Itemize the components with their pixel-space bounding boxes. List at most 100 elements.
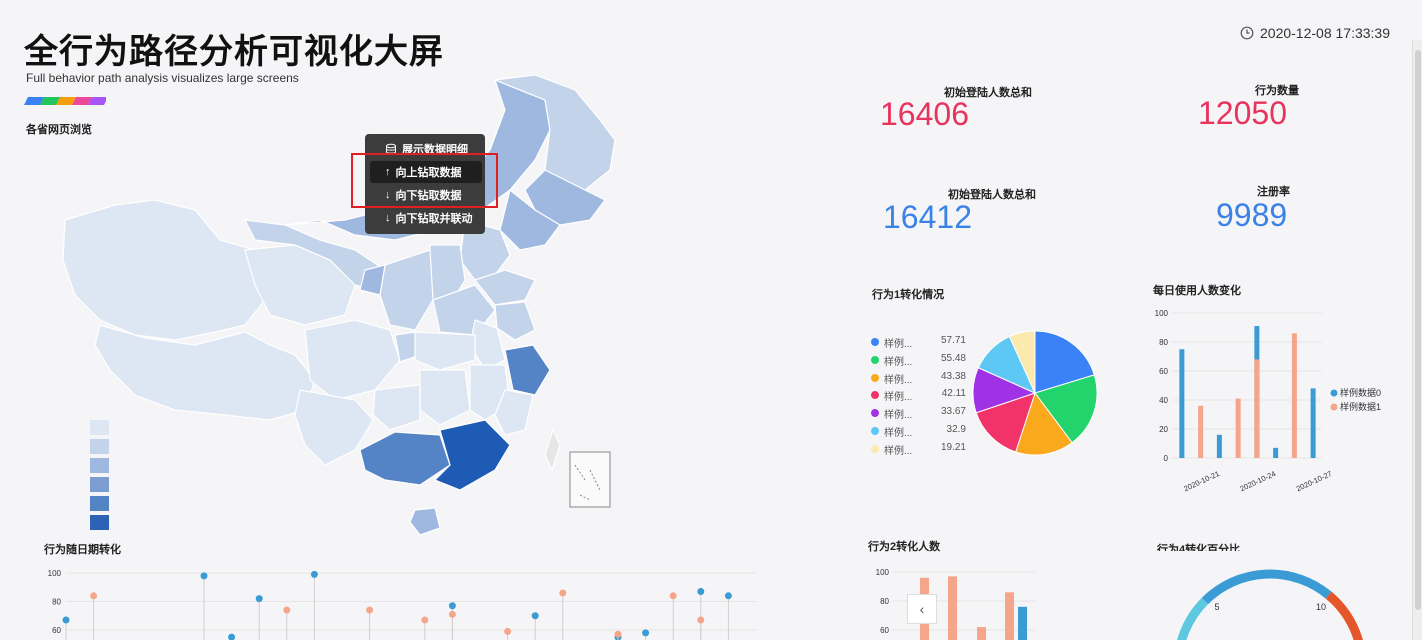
bar[interactable] — [1291, 333, 1297, 458]
kpi-label: 注册率 — [1257, 186, 1290, 198]
lollipop-chart[interactable]: 60 80 100 — [30, 560, 760, 640]
legend-value: 57.71 — [940, 335, 966, 346]
kpi-label: 行为数量 — [1255, 85, 1299, 97]
bar2-chart[interactable]: 60 80 100 — [860, 560, 1040, 640]
bar[interactable] — [1018, 606, 1027, 640]
highlight-box — [351, 153, 498, 208]
map-legend-swatch[interactable] — [90, 439, 109, 454]
lollipop-point[interactable] — [62, 616, 70, 624]
legend-label[interactable]: 样例数据0 — [1340, 387, 1381, 398]
pie-legend: 样例... 57.71 样例... 55.48 样例... 43.38 样例... 42.11… — [871, 335, 966, 460]
legend-dot — [871, 338, 879, 346]
gauge-arc-segment — [1177, 597, 1209, 640]
lollipop-point[interactable] — [255, 595, 263, 603]
menu-item-drill-up[interactable]: ↑ 向上钻取数据 — [370, 161, 482, 183]
chevron-left-icon: ‹ — [919, 601, 925, 617]
map-region-heilongjiang — [494, 74, 616, 196]
pie-chart[interactable] — [968, 326, 1102, 460]
lollipop-point[interactable] — [614, 630, 622, 638]
lollipop-point[interactable] — [697, 588, 705, 596]
china-map[interactable] — [55, 70, 630, 545]
map-region-sichuan — [304, 319, 401, 401]
stripe-segment — [56, 97, 76, 105]
legend-dot[interactable] — [1330, 403, 1338, 411]
lollipop-point[interactable] — [724, 592, 732, 600]
map-region-guizhou — [372, 384, 421, 431]
bar[interactable] — [948, 576, 957, 640]
lollipop-point[interactable] — [283, 606, 291, 614]
menu-item-drill-down[interactable]: ↓ 向下钻取数据 — [365, 184, 485, 206]
map-legend-swatch[interactable] — [90, 420, 109, 435]
bar[interactable] — [977, 627, 986, 640]
menu-item-drill-down-linked[interactable]: ↓ 向下钻取并联动 — [365, 207, 485, 229]
pie-chart-title: 行为1转化情况 — [872, 289, 945, 301]
bar[interactable] — [1310, 388, 1316, 458]
pie-slice[interactable] — [1034, 374, 1098, 444]
y-tick-label: 60 — [880, 626, 889, 635]
scrollbar-thumb[interactable] — [1415, 50, 1421, 610]
bar[interactable] — [1005, 592, 1014, 640]
lollipop-point[interactable] — [310, 570, 318, 578]
map-legend-swatch[interactable] — [90, 515, 109, 530]
lollipop-point[interactable] — [228, 633, 236, 640]
map-legend-swatch[interactable] — [90, 458, 109, 473]
bar2-chart-title: 行为2转化人数 — [868, 541, 941, 553]
lollipop-point[interactable] — [504, 627, 512, 635]
scrollbar[interactable] — [1412, 40, 1422, 640]
pie-slice[interactable] — [1015, 391, 1073, 456]
pie-legend-item[interactable]: 样例... 57.71 — [871, 335, 966, 350]
lollipop-point[interactable] — [90, 592, 98, 600]
y-tick-label: 60 — [52, 626, 61, 635]
legend-dot[interactable] — [1330, 389, 1338, 397]
x-tick-label: 2020-10-21 — [1182, 469, 1221, 493]
pie-slice[interactable] — [975, 392, 1036, 453]
menu-item-label: 向上钻取数据 — [395, 167, 462, 179]
map-region-shandong — [473, 269, 536, 306]
stripe-segment — [88, 97, 106, 105]
lollipop-point[interactable] — [366, 606, 374, 614]
kpi-value: 16412 — [883, 199, 972, 235]
datetime-text: 2020-12-08 17:33:39 — [1260, 25, 1390, 41]
legend-label[interactable]: 样例数据1 — [1340, 401, 1381, 412]
map-legend-swatch[interactable] — [90, 477, 109, 492]
map-region-yunnan — [294, 389, 374, 466]
bar[interactable] — [1179, 349, 1185, 458]
stripe-segment — [24, 97, 44, 105]
bar[interactable] — [1235, 398, 1241, 458]
bar[interactable] — [1273, 447, 1279, 458]
lollipop-point[interactable] — [669, 592, 677, 600]
pie-slice[interactable] — [1008, 330, 1036, 394]
lollipop-point[interactable] — [200, 572, 208, 580]
legend-value: 32.9 — [946, 424, 966, 435]
pie-legend-item[interactable]: 样例... 19.21 — [871, 442, 966, 457]
bar[interactable] — [1216, 434, 1222, 458]
legend-name: 样例... — [884, 374, 913, 386]
lollipop-point[interactable] — [421, 616, 429, 624]
pie-legend-item[interactable]: 样例... 32.9 — [871, 424, 966, 439]
bar[interactable] — [1198, 405, 1204, 458]
gauge-chart[interactable]: 5 10 — [1170, 568, 1370, 640]
bar-chart[interactable]: 0 20 40 60 80 100 2020-10-21 2020-10-24 2020-10-… — [1150, 300, 1400, 500]
lollipop-point[interactable] — [559, 589, 567, 597]
pie-legend-item[interactable]: 样例... 43.38 — [871, 371, 966, 386]
lollipop-point[interactable] — [531, 612, 539, 620]
arrow-up-icon: ↑ — [385, 166, 391, 178]
pie-legend-item[interactable]: 样例... 55.48 — [871, 352, 966, 368]
map-region-xinjiang — [62, 199, 276, 341]
lollipop-point[interactable] — [697, 616, 705, 624]
legend-dot — [871, 355, 879, 364]
lollipop-point[interactable] — [448, 602, 456, 610]
chevron-left-button[interactable]: ‹ — [907, 594, 937, 624]
pie-legend-item[interactable]: 样例... 33.67 — [871, 406, 966, 421]
map-region-fujian — [494, 389, 534, 436]
legend-value: 55.48 — [940, 352, 966, 364]
lollipop-point[interactable] — [448, 610, 456, 618]
bar[interactable] — [1254, 359, 1260, 458]
pie-legend-item[interactable]: 样例... 42.11 — [871, 388, 966, 403]
legend-dot — [871, 444, 879, 453]
pie-slice[interactable] — [1034, 330, 1095, 394]
map-legend-swatch[interactable] — [90, 496, 109, 511]
legend-name: 样例... — [884, 428, 913, 439]
context-menu: 展示数据明细 ↑ 向上钻取数据 ↓ 向下钻取数据 ↓ 向下钻取并联动 — [365, 134, 485, 234]
lollipop-point[interactable] — [642, 629, 650, 637]
